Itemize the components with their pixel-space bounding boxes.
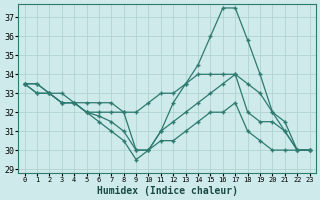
X-axis label: Humidex (Indice chaleur): Humidex (Indice chaleur) [97,186,237,196]
